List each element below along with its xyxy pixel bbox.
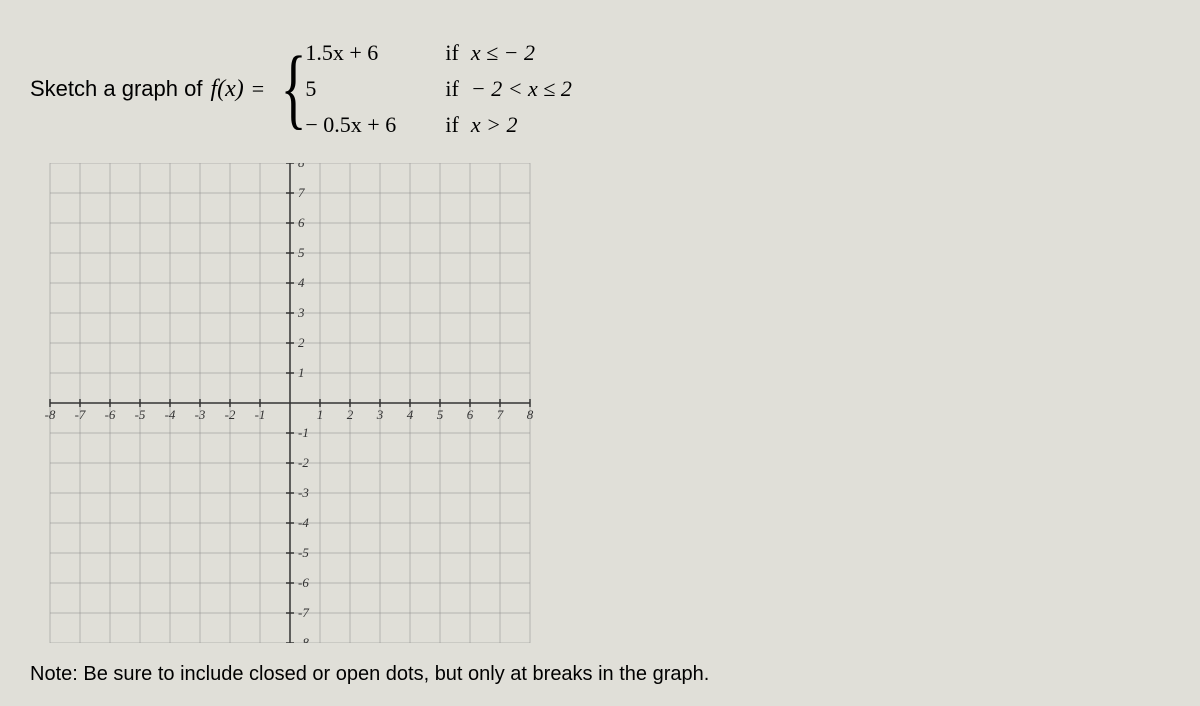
svg-text:-6: -6 <box>298 575 309 590</box>
piece-3-cond: x > 2 <box>471 112 518 138</box>
svg-text:-5: -5 <box>298 545 309 560</box>
svg-text:7: 7 <box>497 407 504 422</box>
note-text: Note: Be sure to include closed or open … <box>30 663 1170 686</box>
svg-text:-4: -4 <box>298 515 309 530</box>
svg-text:3: 3 <box>297 305 305 320</box>
piece-2-expr: 5 <box>305 76 445 102</box>
question-row: Sketch a graph of f(x) = { 1.5x + 6 if x… <box>30 40 1170 138</box>
svg-text:5: 5 <box>298 245 305 260</box>
svg-text:-8: -8 <box>298 635 309 643</box>
svg-text:-6: -6 <box>105 407 116 422</box>
pieces-container: 1.5x + 6 if x ≤ − 2 5 if − 2 < x ≤ 2 − 0… <box>305 40 571 138</box>
axes <box>50 163 530 643</box>
svg-text:-4: -4 <box>165 407 176 422</box>
svg-text:3: 3 <box>376 407 384 422</box>
svg-text:-2: -2 <box>225 407 236 422</box>
left-brace: { <box>281 53 307 125</box>
svg-text:4: 4 <box>407 407 414 422</box>
svg-text:-5: -5 <box>135 407 146 422</box>
svg-text:-2: -2 <box>298 455 309 470</box>
svg-text:-3: -3 <box>195 407 206 422</box>
svg-text:2: 2 <box>298 335 305 350</box>
svg-text:-7: -7 <box>298 605 309 620</box>
piece-2: 5 if − 2 < x ≤ 2 <box>305 76 571 102</box>
equals-sign: = <box>252 76 264 102</box>
piece-1-expr: 1.5x + 6 <box>305 40 445 66</box>
piecewise-definition: { 1.5x + 6 if x ≤ − 2 5 if − 2 < x ≤ 2 −… <box>272 40 572 138</box>
svg-text:8: 8 <box>298 163 305 170</box>
coordinate-plane: -8 -7 -6 -5 -4 -3 -2 -1 1 2 3 4 5 6 7 8 -8 -7 -6 -5 -4 -3 -2 -1… <box>40 163 540 643</box>
svg-text:5: 5 <box>437 407 444 422</box>
function-notation: f(x) <box>210 76 243 103</box>
svg-text:1: 1 <box>298 365 305 380</box>
svg-text:-1: -1 <box>255 407 266 422</box>
svg-text:8: 8 <box>527 407 534 422</box>
svg-text:4: 4 <box>298 275 305 290</box>
svg-text:-1: -1 <box>298 425 309 440</box>
piece-1-if: if <box>445 40 458 66</box>
graph-grid: -8 -7 -6 -5 -4 -3 -2 -1 1 2 3 4 5 6 7 8 -8 -7 -6 -5 -4 -3 -2 -1… <box>40 163 540 643</box>
question-prefix: Sketch a graph of <box>30 76 202 102</box>
piece-1: 1.5x + 6 if x ≤ − 2 <box>305 40 571 66</box>
piece-1-cond: x ≤ − 2 <box>471 40 535 66</box>
svg-text:-3: -3 <box>298 485 309 500</box>
svg-text:-8: -8 <box>45 407 56 422</box>
svg-text:2: 2 <box>347 407 354 422</box>
svg-text:1: 1 <box>317 407 324 422</box>
piece-3-if: if <box>445 112 458 138</box>
piece-2-if: if <box>445 76 458 102</box>
piece-3: − 0.5x + 6 if x > 2 <box>305 112 571 138</box>
piece-3-expr: − 0.5x + 6 <box>305 112 445 138</box>
svg-text:7: 7 <box>298 185 305 200</box>
svg-text:6: 6 <box>467 407 474 422</box>
svg-text:6: 6 <box>298 215 305 230</box>
piece-2-cond: − 2 < x ≤ 2 <box>471 76 572 102</box>
svg-text:-7: -7 <box>75 407 86 422</box>
